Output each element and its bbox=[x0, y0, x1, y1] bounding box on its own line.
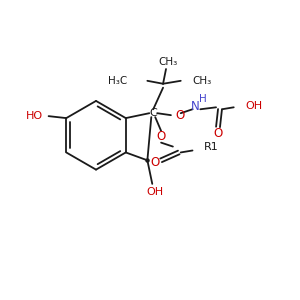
Text: O: O bbox=[176, 109, 185, 122]
Text: R1: R1 bbox=[204, 142, 219, 152]
Text: C: C bbox=[149, 108, 157, 118]
Text: N: N bbox=[191, 100, 200, 113]
Text: O: O bbox=[157, 130, 166, 143]
Text: OH: OH bbox=[245, 101, 262, 111]
Text: O: O bbox=[213, 127, 223, 140]
Text: CH₃: CH₃ bbox=[158, 57, 178, 67]
Text: CH₃: CH₃ bbox=[193, 76, 212, 86]
Text: H₃C: H₃C bbox=[109, 76, 128, 86]
Text: HO: HO bbox=[26, 111, 43, 121]
Text: O: O bbox=[151, 156, 160, 169]
Text: H: H bbox=[200, 94, 207, 104]
Text: OH: OH bbox=[147, 187, 164, 197]
